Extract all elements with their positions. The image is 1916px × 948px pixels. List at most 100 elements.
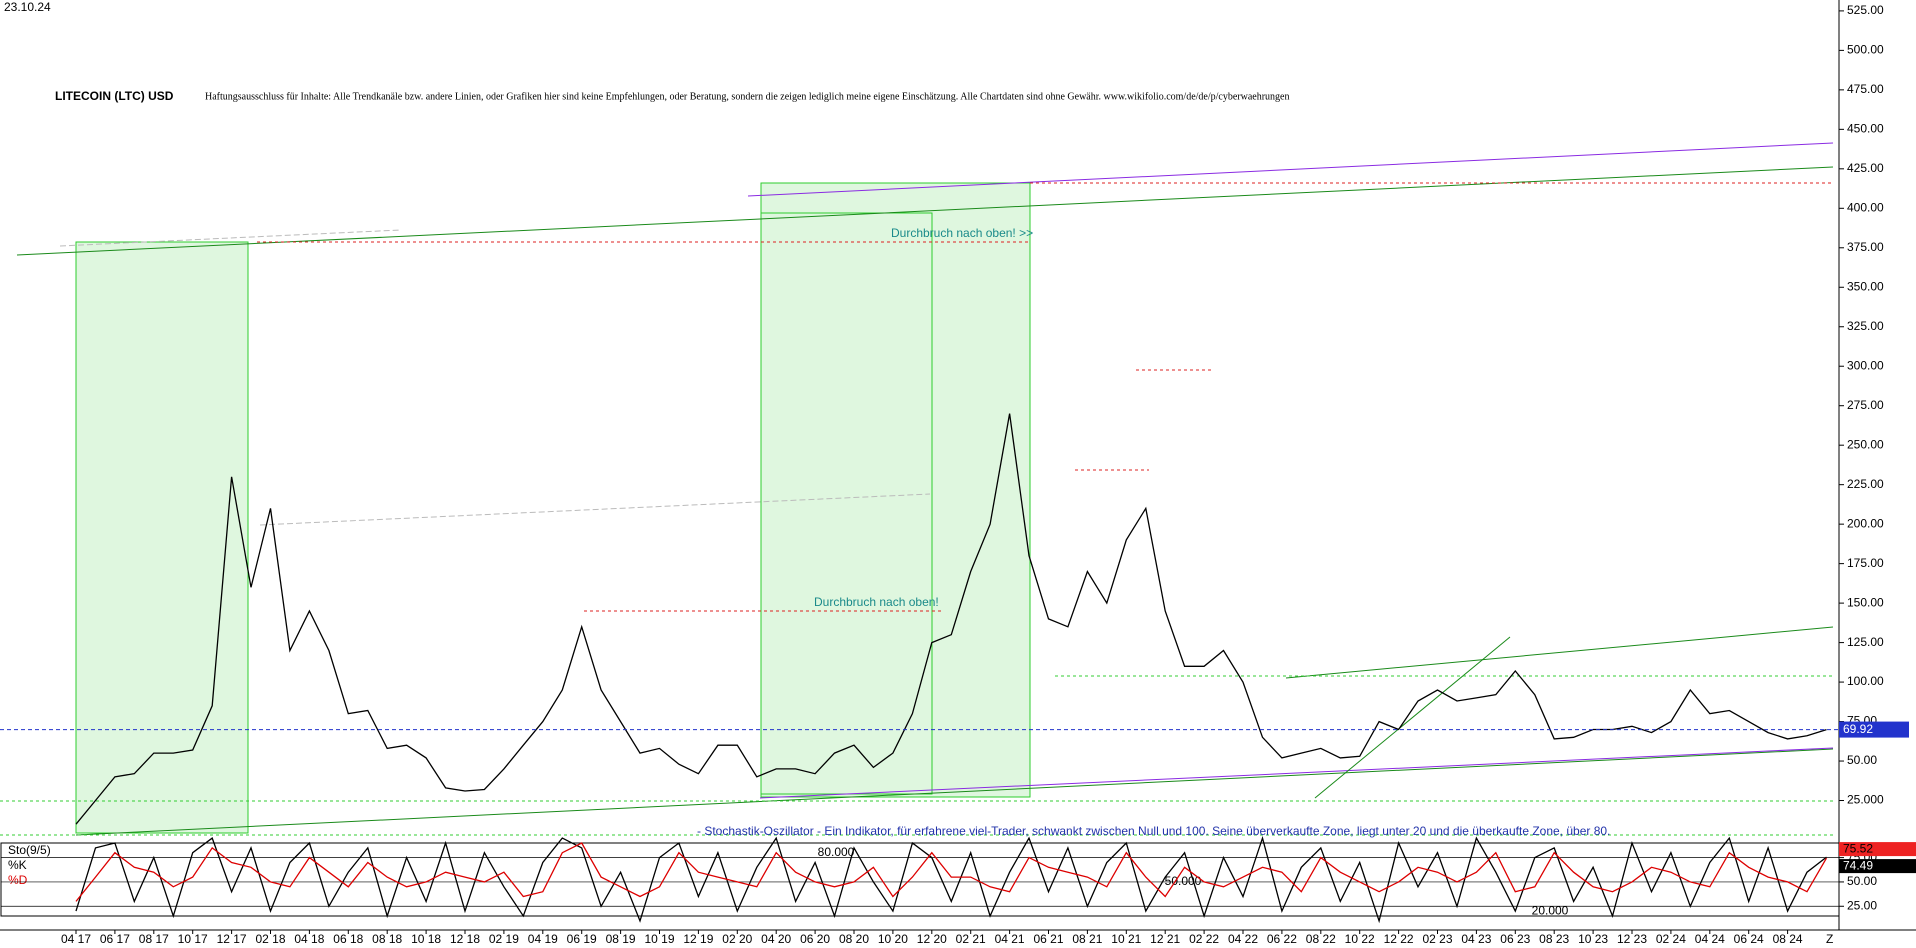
indicator-title: Sto(9/5): [8, 843, 51, 857]
y-tick-label: 300.00: [1847, 358, 1884, 372]
x-tick-label: 08 18: [372, 932, 402, 946]
y-tick-label: 425.00: [1847, 161, 1884, 175]
y-tick-label: 100.00: [1847, 674, 1884, 688]
x-tick-label: 08 21: [1072, 932, 1102, 946]
x-tick-label: 04 17: [61, 932, 91, 946]
x-tick-label: 02 23: [1422, 932, 1452, 946]
x-tick-label: 02 22: [1189, 932, 1219, 946]
level-label: 20.000: [1532, 903, 1569, 917]
y-tick-label: 275.00: [1847, 398, 1884, 412]
x-tick-label: 08 22: [1306, 932, 1336, 946]
x-tick-label: 12 19: [683, 932, 713, 946]
x-tick-label: 12 17: [217, 932, 247, 946]
x-tick-label: 02 21: [956, 932, 986, 946]
x-tick-label: 04 20: [761, 932, 791, 946]
annotation: Durchbruch nach oben! >>: [891, 226, 1033, 240]
y-tick-label: 325.00: [1847, 319, 1884, 333]
y-tick-label: 225.00: [1847, 477, 1884, 491]
trend-line: [16, 166, 1834, 256]
x-tick-label: 08 23: [1539, 932, 1569, 946]
x-tick-label: 12 22: [1384, 932, 1414, 946]
x-tick-label: 10 23: [1578, 932, 1608, 946]
x-tick-label: 10 17: [178, 932, 208, 946]
x-tick-label: 08 19: [606, 932, 636, 946]
x-tick-label: 04 23: [1461, 932, 1491, 946]
x-tick-label: 06 17: [100, 932, 130, 946]
y-tick-label: 350.00: [1847, 279, 1884, 293]
y-tick-label: 500.00: [1847, 43, 1884, 57]
x-tick-label: 08 20: [839, 932, 869, 946]
trend-line: [1314, 636, 1511, 799]
x-tick-label: 04 21: [995, 932, 1025, 946]
trend-line: [759, 747, 1834, 799]
x-tick-label: 10 20: [878, 932, 908, 946]
date: 23.10.24: [4, 0, 51, 14]
current-price-label: 69.92: [1843, 722, 1873, 736]
x-tick-label: 04 22: [1228, 932, 1258, 946]
x-tick-label: 10 21: [1111, 932, 1141, 946]
y-tick-label: 150.00: [1847, 595, 1884, 609]
value-box: [1839, 842, 1916, 857]
y-tick-label: 50.00: [1847, 874, 1877, 888]
x-tick-label: 06 24: [1734, 932, 1764, 946]
chart-title: LITECOIN (LTC) USD: [55, 89, 174, 103]
x-end-label: Z: [1826, 932, 1833, 946]
x-tick-label: 02 19: [489, 932, 519, 946]
y-tick-label: 175.00: [1847, 556, 1884, 570]
price-line: [75, 835, 1827, 924]
x-tick-label: 12 20: [917, 932, 947, 946]
legend-entry: %K: [8, 858, 27, 872]
x-tick-label: 02 24: [1656, 932, 1686, 946]
indicator-description: - Stochastik-Oszillator - Ein Indikator,…: [697, 824, 1610, 838]
last-value-label: 74.49: [1843, 858, 1873, 872]
price-line: [75, 842, 1828, 902]
y-tick-label: 475.00: [1847, 82, 1884, 96]
x-tick-label: 02 20: [722, 932, 752, 946]
trend-line: [747, 142, 1834, 197]
y-tick-label: 400.00: [1847, 200, 1884, 214]
x-tick-label: 04 18: [294, 932, 324, 946]
x-tick-label: 06 19: [567, 932, 597, 946]
y-tick-label: 25.000: [1847, 793, 1884, 807]
value-box: [1839, 859, 1916, 874]
disclaimer: Haftungsausschluss für Inhalte: Alle Tre…: [205, 91, 1290, 102]
x-tick-label: 06 21: [1033, 932, 1063, 946]
trend-line: [259, 493, 931, 526]
level-label: 80.000: [818, 845, 855, 859]
legend-entry: %D: [8, 873, 28, 887]
y-tick-label: 50.00: [1847, 753, 1877, 767]
y-tick-label: 25.00: [1847, 898, 1877, 912]
trend-line: [1285, 626, 1834, 679]
trend-line: [75, 748, 1834, 836]
trend-line: [59, 229, 401, 247]
x-tick-label: 06 18: [333, 932, 363, 946]
x-tick-label: 04 19: [528, 932, 558, 946]
x-tick-label: 06 20: [800, 932, 830, 946]
y-tick-label: 125.00: [1847, 635, 1884, 649]
x-tick-label: 10 22: [1345, 932, 1375, 946]
x-tick-label: 10 19: [644, 932, 674, 946]
y-tick-label: 525.00: [1847, 3, 1884, 17]
price-line: [75, 413, 1827, 825]
price-box: [1839, 721, 1909, 738]
x-tick-label: 06 22: [1267, 932, 1297, 946]
last-value-label: 75.52: [1843, 841, 1873, 855]
highlight-box: [760, 182, 1031, 798]
x-tick-label: 10 18: [411, 932, 441, 946]
annotation: Durchbruch nach oben!: [814, 595, 939, 609]
y-tick-label: 450.00: [1847, 122, 1884, 136]
x-tick-label: 02 18: [255, 932, 285, 946]
x-tick-label: 06 23: [1500, 932, 1530, 946]
x-tick-label: 08 24: [1773, 932, 1803, 946]
x-tick-label: 12 23: [1617, 932, 1647, 946]
x-tick-label: 12 18: [450, 932, 480, 946]
highlight-box: [75, 241, 249, 834]
x-tick-label: 08 17: [139, 932, 169, 946]
x-tick-label: 04 24: [1695, 932, 1725, 946]
x-tick-label: 12 21: [1150, 932, 1180, 946]
y-tick-label: 200.00: [1847, 516, 1884, 530]
y-tick-label: 375.00: [1847, 240, 1884, 254]
y-tick-label: 250.00: [1847, 437, 1884, 451]
panel-frame: [0, 842, 1840, 917]
